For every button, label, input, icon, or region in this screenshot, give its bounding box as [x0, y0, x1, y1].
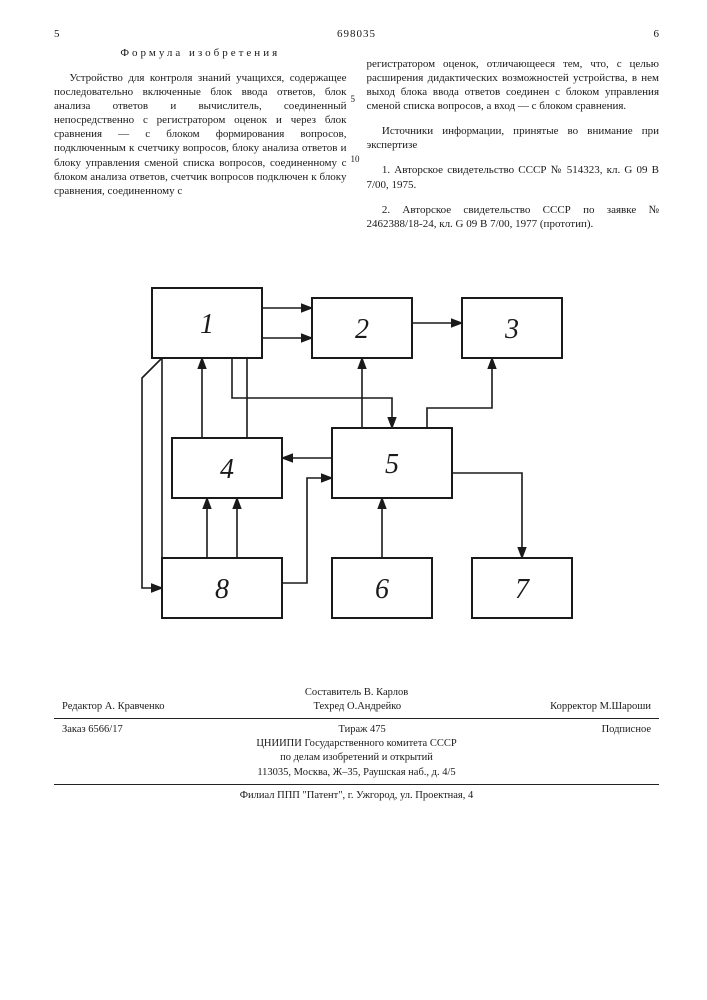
footer-editor: Редактор А. Кравченко [62, 700, 164, 714]
diagram-edge [282, 478, 332, 583]
diagram-block-label-8: 8 [215, 574, 229, 605]
diagram-block-label-7: 7 [515, 574, 530, 605]
sources-title: Источники информации, принятые во вниман… [367, 124, 660, 152]
footer-tirage: Тираж 475 [338, 723, 385, 737]
block-diagram: 1 2 3 4 5 6 7 8 [132, 278, 582, 638]
left-column: Формула изобретения Устройство для контр… [54, 46, 347, 242]
formula-title: Формула изобретения [54, 46, 347, 60]
diagram-block-label-5: 5 [385, 449, 399, 480]
footer-org1: ЦНИИПИ Государственного комитета СССР [54, 737, 659, 751]
ref-1: 1. Авторское свидетельство СССР № 514323… [367, 163, 660, 191]
footer-techred: Техред О.Андрейко [313, 700, 401, 714]
diagram-edge [427, 358, 492, 428]
diagram-block-label-3: 3 [504, 314, 519, 345]
diagram-block-label-2: 2 [355, 314, 369, 345]
footer-compiler: Составитель В. Карлов [54, 686, 659, 700]
diagram-block-label-6: 6 [375, 574, 389, 605]
footer-org2: по делам изобретений и открытий [54, 751, 659, 765]
diagram-edge [452, 473, 522, 558]
footer-subscription: Подписное [602, 723, 651, 737]
footer-branch: Филиал ППП "Патент", г. Ужгород, ул. Про… [54, 789, 659, 803]
diagram-edge [232, 358, 392, 428]
footer-order: Заказ 6566/17 [62, 723, 123, 737]
diagram-block-label-4: 4 [220, 454, 234, 485]
footer-corrector: Корректор М.Шароши [550, 700, 651, 714]
page-col-left: 5 [54, 28, 74, 40]
line-marker-5: 5 [350, 94, 355, 106]
right-column: регистратором оценок, отличающееся тем, … [367, 46, 660, 242]
footer-block: Составитель В. Карлов Редактор А. Кравче… [54, 686, 659, 803]
footer-addr1: 113035, Москва, Ж–35, Раушская наб., д. … [54, 766, 659, 780]
page-col-right: 6 [639, 28, 659, 40]
left-para: Устройство для контроля знаний учащихся,… [54, 71, 347, 198]
doc-number: 698035 [74, 28, 639, 40]
ref-2: 2. Авторское свидетельство СССР по заявк… [367, 203, 660, 231]
right-para1: регистратором оценок, отличающееся тем, … [367, 57, 660, 113]
diagram-edge [142, 358, 162, 588]
line-marker-10: 10 [350, 154, 359, 166]
diagram-block-label-1: 1 [200, 309, 214, 340]
